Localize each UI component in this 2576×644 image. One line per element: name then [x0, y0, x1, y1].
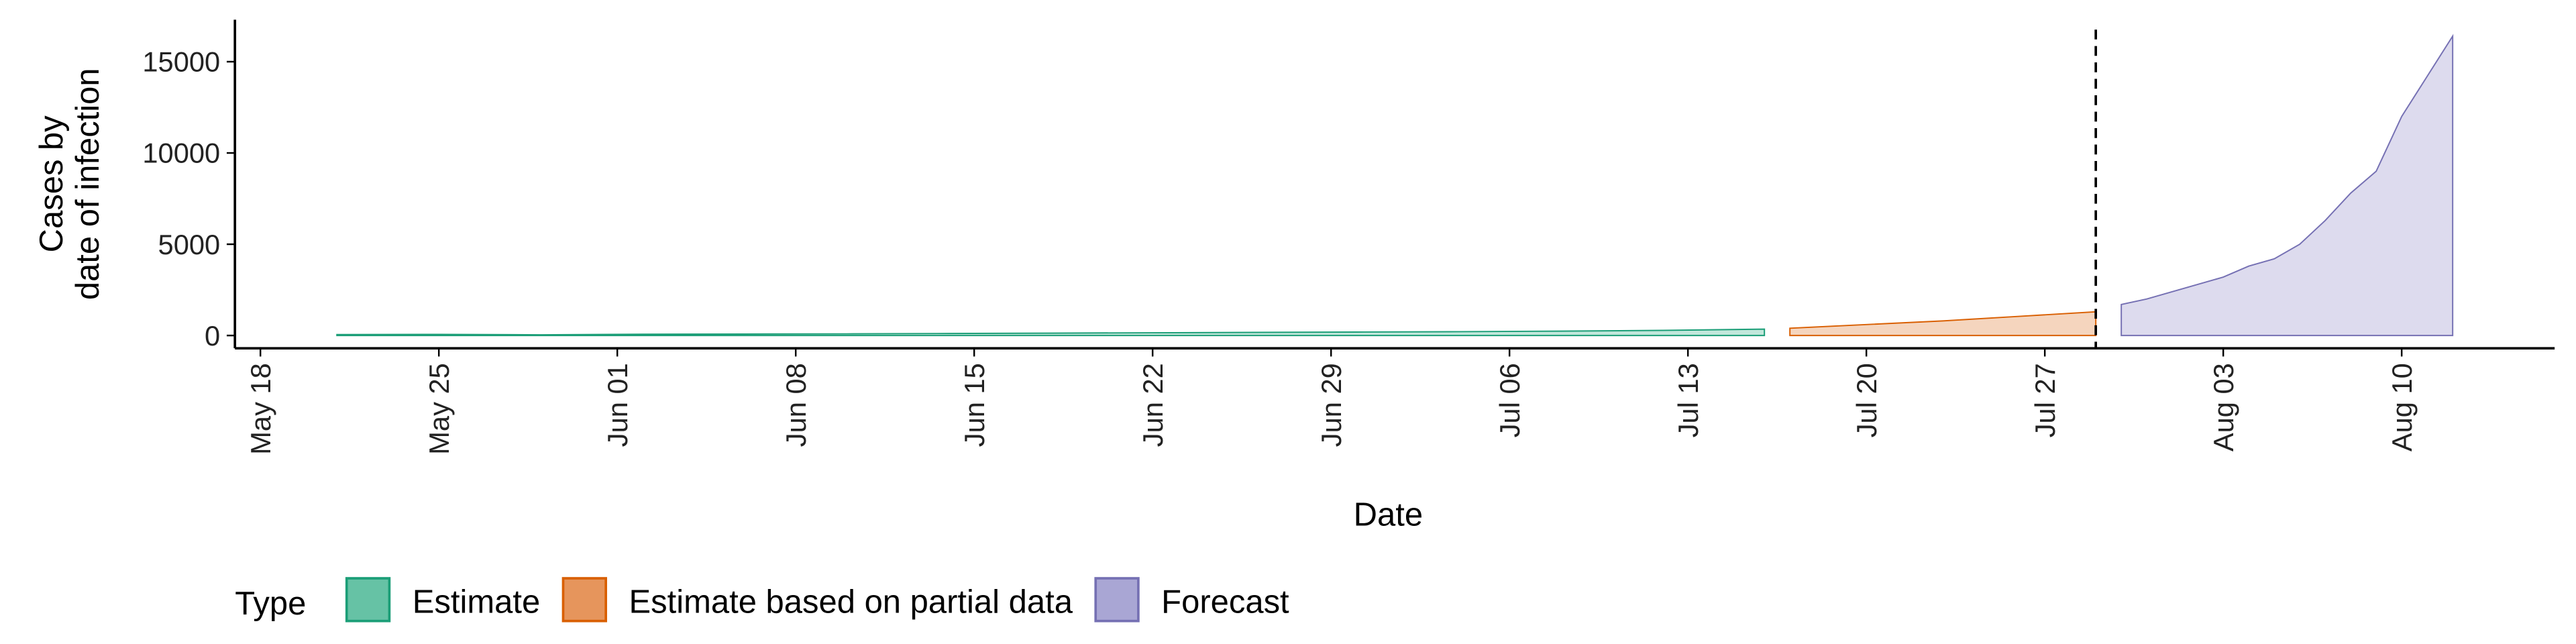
x-tick-label: Jun 08	[780, 363, 812, 447]
legend-swatch	[345, 577, 391, 623]
y-tick-label: 5000	[158, 229, 221, 260]
x-tick-label: Jun 22	[1137, 363, 1169, 447]
x-tick-label: May 25	[423, 363, 455, 455]
legend-swatch	[1094, 577, 1140, 623]
legend-label: Estimate	[413, 584, 541, 620]
x-tick-label: Jul 13	[1672, 363, 1704, 437]
x-tick-label: Jul 06	[1494, 363, 1525, 437]
y-tick-label: 0	[205, 320, 220, 352]
area	[336, 328, 1766, 337]
legend-label: Forecast	[1161, 584, 1289, 620]
x-tick-label: Jun 29	[1316, 363, 1347, 447]
x-tick-label: Jun 01	[602, 363, 633, 447]
x-tick-label: Jun 15	[959, 363, 990, 447]
legend-label: Estimate based on partial data	[629, 584, 1073, 620]
x-axis-title: Date	[1354, 497, 1423, 533]
x-tick-label: Aug 03	[2208, 363, 2239, 451]
x-tick-label: Aug 10	[2386, 363, 2418, 451]
y-tick-label: 10000	[142, 138, 220, 169]
x-tick-label: May 18	[245, 363, 276, 455]
legend-swatch	[561, 577, 607, 623]
x-tick-label: Jul 27	[2029, 363, 2061, 437]
y-axis-title: date of infection	[70, 68, 106, 300]
x-tick-label: Jul 20	[1851, 363, 1882, 437]
area	[2121, 34, 2454, 337]
legend-title: Type	[235, 586, 306, 622]
area	[1789, 311, 2097, 337]
y-axis-title: Cases by	[34, 115, 70, 253]
y-tick-label: 15000	[142, 46, 220, 78]
